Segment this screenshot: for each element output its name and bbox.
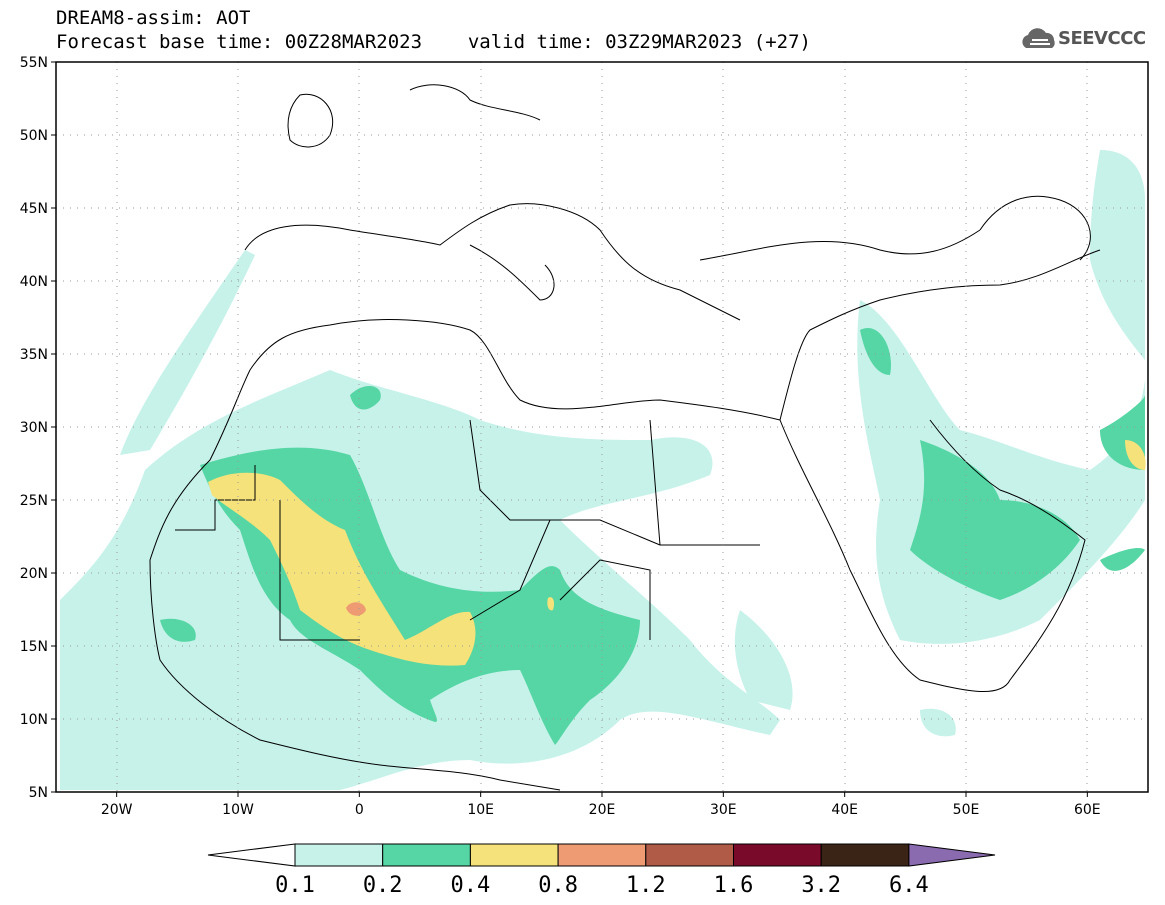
lat-tick-label: 45N — [20, 201, 48, 217]
colorbar-label: 0.4 — [451, 873, 491, 898]
latitude-ticks: 5N 10N 15N 20N 25N 30N 35N 40N 45N 50N 55N — [20, 55, 56, 801]
colorbar-label: 0.2 — [363, 873, 403, 898]
colorbar-label: 1.6 — [714, 873, 754, 898]
colorbar-label: 1.2 — [626, 873, 666, 898]
colorbar-segment — [733, 843, 822, 867]
colorbar-label: 0.8 — [538, 873, 578, 898]
colorbar-segment — [820, 843, 910, 867]
colorbar-label: 0.1 — [275, 873, 315, 898]
colorbar-label: 3.2 — [801, 873, 841, 898]
lat-tick-label: 40N — [20, 274, 48, 290]
lon-tick-label: 50E — [953, 802, 980, 818]
valid-time: valid time: 03Z29MAR2023 (+27) — [467, 31, 811, 53]
aot-field — [60, 150, 1146, 790]
lat-tick-label: 25N — [20, 493, 48, 509]
lon-tick-label: 20W — [101, 802, 133, 818]
lon-tick-label: 10W — [222, 802, 254, 818]
lon-tick-label: 10E — [467, 802, 494, 818]
lon-tick-label: 20E — [589, 802, 616, 818]
lon-tick-label: 30E — [710, 802, 737, 818]
lat-tick-label: 20N — [20, 566, 48, 582]
colorbar-low-arrow — [207, 843, 296, 867]
longitude-ticks: 20W 10W 0 10E 20E 30E 40E 50E 60E — [101, 792, 1101, 818]
lat-tick-label: 10N — [20, 712, 48, 728]
colorbar-high-arrow — [908, 843, 996, 867]
colorbar-segment — [294, 843, 384, 867]
forecast-base-time: Forecast base time: 00Z28MAR2023 — [56, 31, 423, 53]
colorbar-segment — [469, 843, 559, 867]
product-title: DREAM8-assim: AOT — [56, 7, 251, 29]
logo-text: SEEVCCC — [1058, 28, 1146, 49]
colorbar-segment — [557, 843, 647, 867]
colorbar-label: 6.4 — [889, 873, 929, 898]
lat-tick-label: 55N — [20, 55, 48, 71]
colorbar-segment — [645, 843, 734, 867]
lon-tick-label: 60E — [1074, 802, 1101, 818]
map-header: DREAM8-assim: AOT Forecast base time: 00… — [56, 6, 811, 54]
lat-tick-label: 5N — [29, 785, 48, 801]
coastlines — [149, 84, 1101, 791]
cloud-logo-icon — [1022, 28, 1055, 48]
lat-tick-label: 35N — [20, 347, 48, 363]
lon-tick-label: 40E — [831, 802, 858, 818]
lon-tick-label: 0 — [355, 802, 364, 818]
lat-lon-grid — [56, 62, 1148, 792]
lat-tick-label: 30N — [20, 420, 48, 436]
colorbar: 0.1 0.2 0.4 0.8 1.2 1.6 3.2 6.4 — [207, 843, 996, 898]
colorbar-segment — [382, 843, 471, 867]
lat-tick-label: 50N — [20, 128, 48, 144]
lat-tick-label: 15N — [20, 639, 48, 655]
